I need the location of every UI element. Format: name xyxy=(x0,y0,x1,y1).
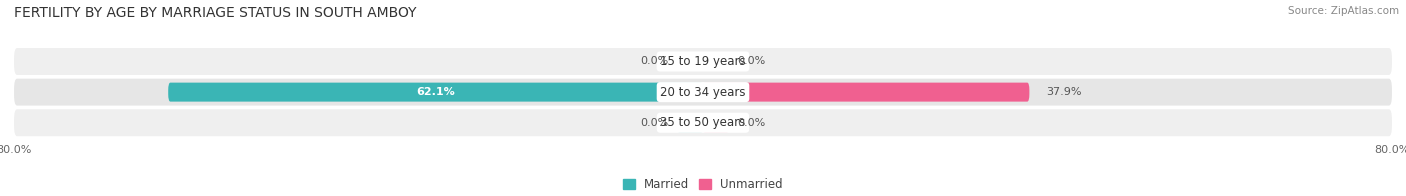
FancyBboxPatch shape xyxy=(703,52,728,71)
Text: 20 to 34 years: 20 to 34 years xyxy=(661,86,745,99)
Text: FERTILITY BY AGE BY MARRIAGE STATUS IN SOUTH AMBOY: FERTILITY BY AGE BY MARRIAGE STATUS IN S… xyxy=(14,6,416,20)
Text: 15 to 19 years: 15 to 19 years xyxy=(661,55,745,68)
Text: 62.1%: 62.1% xyxy=(416,87,456,97)
FancyBboxPatch shape xyxy=(169,83,703,102)
Text: 35 to 50 years: 35 to 50 years xyxy=(661,116,745,129)
FancyBboxPatch shape xyxy=(14,48,1392,75)
Text: 0.0%: 0.0% xyxy=(640,118,669,128)
FancyBboxPatch shape xyxy=(14,79,1392,106)
Text: 0.0%: 0.0% xyxy=(640,56,669,66)
Legend: Married, Unmarried: Married, Unmarried xyxy=(619,173,787,196)
Text: 0.0%: 0.0% xyxy=(738,56,766,66)
Text: 37.9%: 37.9% xyxy=(1046,87,1083,97)
FancyBboxPatch shape xyxy=(703,113,728,132)
FancyBboxPatch shape xyxy=(678,52,703,71)
Text: Source: ZipAtlas.com: Source: ZipAtlas.com xyxy=(1288,6,1399,16)
Text: 0.0%: 0.0% xyxy=(738,118,766,128)
FancyBboxPatch shape xyxy=(678,113,703,132)
FancyBboxPatch shape xyxy=(703,83,1029,102)
FancyBboxPatch shape xyxy=(14,109,1392,136)
